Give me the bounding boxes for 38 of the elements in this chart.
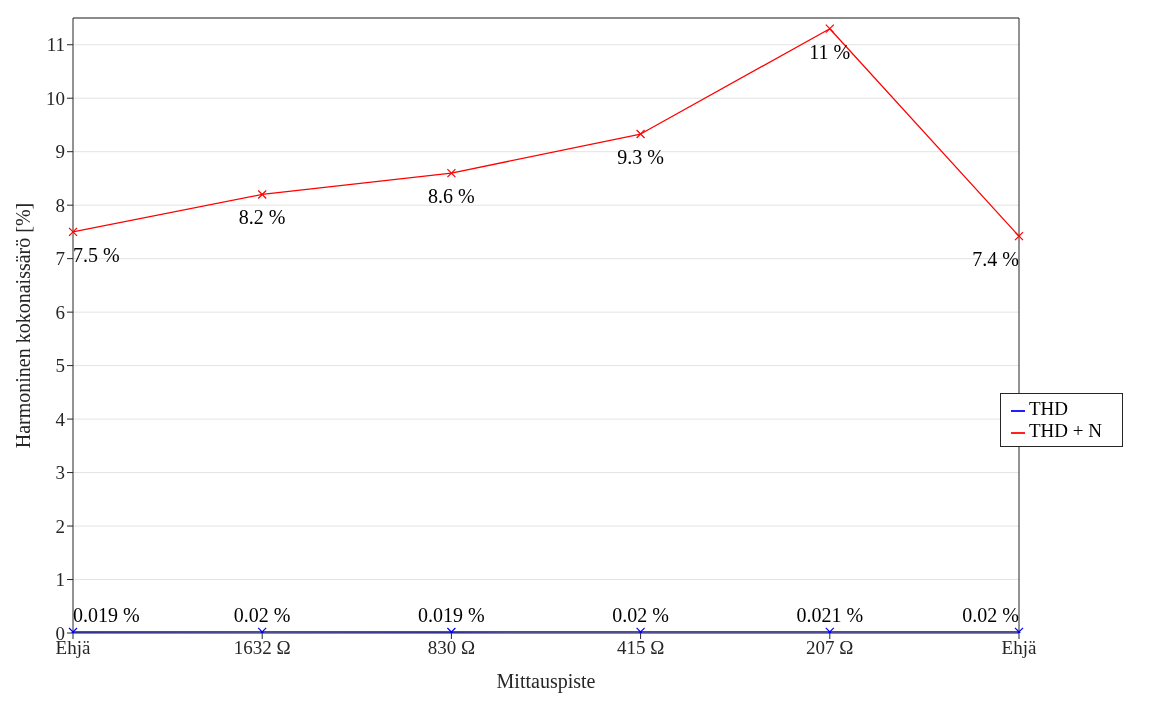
data-label: 0.021 % [796, 603, 864, 626]
y-tick-label: 9 [55, 141, 65, 163]
legend-label: THD [1029, 398, 1069, 419]
x-tick-label: 830 Ω [427, 637, 476, 659]
data-label: 7.4 % [972, 248, 1019, 271]
point [636, 129, 646, 139]
data-label: 7.5 % [73, 243, 120, 266]
y-tick-label: 3 [55, 462, 65, 484]
legend-label: THD + N [1029, 420, 1102, 441]
y-tick-label: 11 [46, 34, 65, 56]
y-tick-label: 7 [55, 248, 65, 270]
point [1014, 231, 1024, 241]
y-tick-label: 2 [55, 515, 65, 537]
y-axis-title: Harmoninen kokonaissärö [%] [12, 202, 35, 449]
data-label: 0.02 % [962, 603, 1019, 626]
point [446, 168, 456, 178]
data-label: 8.2 % [238, 206, 286, 229]
data-label: 0.019 % [418, 603, 485, 626]
x-tick-label: 207 Ω [806, 637, 854, 659]
x-axis-title: Mittauspiste [496, 670, 596, 693]
y-tick-label: 8 [55, 194, 65, 216]
data-label: 11 % [809, 40, 851, 63]
x-tick-label: Ehjä [1001, 637, 1037, 659]
point [257, 189, 267, 200]
y-tick-label: 1 [55, 569, 65, 591]
y-tick-label: 6 [55, 301, 65, 323]
data-label: 0.02 % [233, 603, 291, 626]
x-tick-label: 415 Ω [616, 637, 665, 659]
y-tick-label: 4 [55, 408, 66, 430]
x-tick-label: 1632 Ω [233, 637, 291, 659]
data-label: 8.6 % [428, 185, 475, 208]
data-label: 0.019 % [73, 603, 140, 626]
y-tick-label: 5 [55, 355, 65, 377]
point [68, 227, 78, 237]
point [825, 24, 835, 34]
data-label: 0.02 % [612, 603, 669, 626]
y-tick-label: 10 [46, 87, 65, 109]
data-label: 9.3 % [617, 146, 664, 169]
